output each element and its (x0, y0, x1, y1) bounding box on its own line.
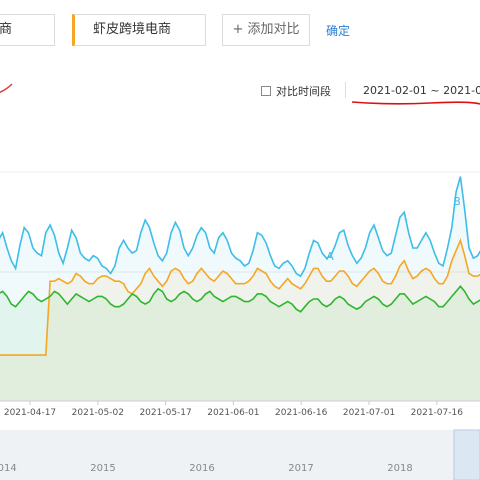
overview-tick-label: 2017 (288, 463, 313, 474)
series-1-line (0, 176, 480, 278)
x-tick-label: 2021-05-02 (72, 408, 124, 418)
overview-tick-label: 2016 (189, 463, 214, 474)
overview-navigator[interactable]: 2014 2015 2016 2017 2018 (0, 429, 480, 480)
series-areas (0, 176, 480, 401)
search-term-2-label: 虾皮跨境电商 (93, 22, 172, 37)
trend-chart: 2021-04-17 2021-05-02 2021-05-17 2021-06-01… (0, 171, 480, 480)
compare-checkbox[interactable] (261, 86, 271, 96)
series-1-area (0, 176, 480, 401)
add-compare-label: + 添加对比 (232, 22, 300, 37)
series-3-line (0, 285, 480, 313)
x-tick-label: 2021-06-01 (207, 408, 259, 418)
search-term-1[interactable]: 电商 (0, 14, 55, 46)
x-axis: 2021-04-17 2021-05-02 2021-05-17 2021-06-01… (0, 400, 480, 418)
red-check-mark (0, 83, 13, 93)
add-compare-button[interactable]: + 添加对比 (222, 14, 310, 46)
series-3-area (0, 286, 480, 401)
overview-tick-label: 2015 (90, 463, 115, 474)
confirm-button[interactable]: 确定 (326, 24, 351, 38)
series-2-line (0, 237, 480, 356)
x-tick-labels: 2021-04-17 2021-05-02 2021-05-17 2021-06-01… (4, 401, 463, 418)
x-tick-label: 2021-07-16 (411, 408, 464, 418)
overview-tick-label: 2018 (387, 463, 412, 474)
series-2-area (0, 240, 480, 401)
compare-period-label: 对比时间段 (276, 85, 331, 98)
annotation-a: A (326, 250, 334, 263)
divider (345, 82, 346, 98)
overview-tick-label: 2014 (0, 463, 17, 474)
overview-background (0, 430, 480, 480)
overview-selection-window[interactable] (453, 429, 480, 480)
search-term-1-label: 电商 (0, 22, 13, 37)
red-underline-annotation (351, 101, 480, 105)
gridlines (0, 171, 480, 273)
date-range-picker[interactable]: 2021-02-01 ~ 2021-09- (363, 84, 480, 97)
x-tick-label: 2021-06-16 (275, 408, 328, 418)
series-lines (0, 176, 480, 356)
annotation-b: B (453, 195, 461, 208)
search-term-2[interactable]: 虾皮跨境电商 (72, 14, 206, 46)
x-tick-label: 2021-05-17 (139, 408, 191, 418)
compare-period-toggle[interactable]: 对比时间段 (261, 83, 331, 99)
overview-tick-labels: 2014 2015 2016 2017 2018 (0, 463, 413, 474)
x-tick-label: 2021-04-17 (4, 408, 56, 418)
x-tick-label: 2021-07-01 (343, 408, 395, 418)
